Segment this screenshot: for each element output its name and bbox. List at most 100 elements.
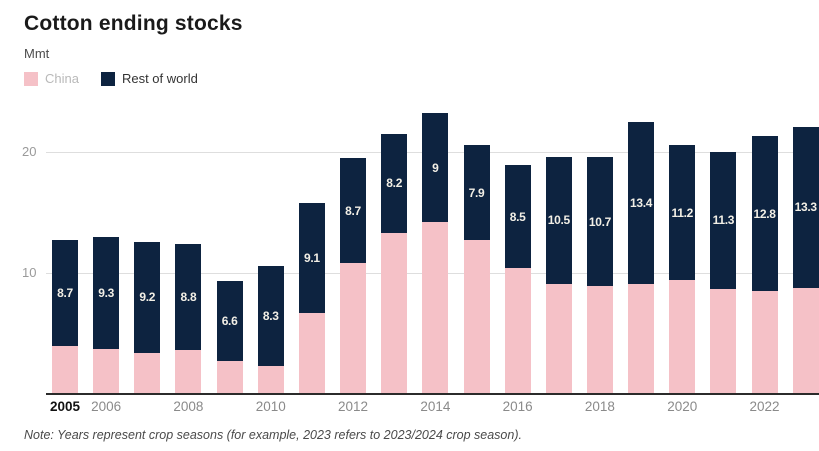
bar-2023-rest-of-world-segment: 13.3 <box>792 126 819 288</box>
bar-2010-value-label: 8.3 <box>262 308 279 323</box>
bar-2019-value-label: 13.4 <box>630 195 653 210</box>
bar-2018-rest-of-world-segment: 10.7 <box>586 156 613 287</box>
x-tick-label-2020: 2020 <box>667 399 698 414</box>
bar-2023-china-segment <box>792 287 819 394</box>
bar-2015-rest-of-world-segment: 7.9 <box>463 144 490 241</box>
bar-2011-china-segment <box>298 312 325 394</box>
bar-2007-rest-of-world-segment: 9.2 <box>134 241 161 353</box>
y-tick-label-10: 10 <box>22 265 37 280</box>
y-axis-unit-label: Mmt <box>24 46 50 61</box>
bar-2009-value-label: 6.6 <box>221 314 238 329</box>
bar-2013-rest-of-world-segment: 8.2 <box>381 133 408 234</box>
bar-2008-china-segment <box>175 350 202 394</box>
page-title: Cotton ending stocks <box>24 12 243 35</box>
bar-2014-rest-of-world-segment: 9 <box>422 113 449 223</box>
x-tick-label-2010: 2010 <box>255 399 286 414</box>
bar-2018-china-segment <box>586 286 613 394</box>
bar-2021-rest-of-world-segment: 11.3 <box>710 152 737 289</box>
bar-2022: 12.8 <box>751 136 778 394</box>
china-swatch-icon <box>24 71 38 86</box>
bar-2019-china-segment <box>628 283 655 394</box>
y-tick-label-20: 20 <box>22 144 37 159</box>
bar-2011-rest-of-world-segment: 9.1 <box>298 202 325 313</box>
bar-2007: 9.2 <box>134 241 161 394</box>
bar-2010-china-segment <box>257 366 284 394</box>
bar-2012: 8.7 <box>340 158 367 394</box>
bar-2006-value-label: 9.3 <box>98 285 115 300</box>
bar-2016-rest-of-world-segment: 8.5 <box>504 165 531 269</box>
bar-2014-china-segment <box>422 222 449 394</box>
bar-2008: 8.8 <box>175 243 202 394</box>
bar-2022-value-label: 12.8 <box>753 206 776 221</box>
bar-2015-china-segment <box>463 240 490 394</box>
bar-2023-value-label: 13.3 <box>794 200 817 215</box>
legend-item-rest-of-world: Rest of world <box>100 71 198 86</box>
bar-2010-rest-of-world-segment: 8.3 <box>257 265 284 367</box>
footnote: Note: Years represent crop seasons (for … <box>24 428 522 442</box>
bar-2011: 9.1 <box>298 202 325 394</box>
bar-2013-value-label: 8.2 <box>386 176 403 191</box>
bar-2021-china-segment <box>710 288 737 394</box>
x-tick-label-2005: 2005 <box>49 399 81 414</box>
x-tick-label-2022: 2022 <box>749 399 780 414</box>
bar-2008-rest-of-world-segment: 8.8 <box>175 243 202 351</box>
bar-2005-rest-of-world-segment: 8.7 <box>52 240 78 346</box>
bar-2005-value-label: 8.7 <box>57 285 73 300</box>
bar-2013-china-segment <box>381 233 408 394</box>
legend-item-china: China <box>24 71 79 86</box>
rest-of-world-swatch-icon <box>100 71 115 86</box>
bar-2021-value-label: 11.3 <box>712 213 735 228</box>
x-tick-label-2016: 2016 <box>502 399 533 414</box>
x-tick-label-2012: 2012 <box>338 399 369 414</box>
x-axis-line <box>46 393 819 395</box>
bar-2019-rest-of-world-segment: 13.4 <box>628 121 655 284</box>
legend-label-rest-of-world: Rest of world <box>121 71 198 86</box>
x-tick-label-2006: 2006 <box>91 399 122 414</box>
bar-2007-value-label: 9.2 <box>139 290 156 305</box>
stacked-bar-chart: 10 20 8.7 9.3 9.2 8.8 6.6 8.3 9.1 8.7 8.2 9 7.9 8.5 10… <box>22 110 819 395</box>
bar-2012-rest-of-world-segment: 8.7 <box>340 158 367 264</box>
bar-2014-value-label: 9 <box>432 160 439 175</box>
bar-2017-value-label: 10.5 <box>547 213 570 228</box>
bar-2013: 8.2 <box>381 133 408 394</box>
bar-2021: 11.3 <box>710 152 737 394</box>
bar-2005: 8.7 <box>52 240 78 394</box>
bar-2020-rest-of-world-segment: 11.2 <box>669 144 696 281</box>
bar-2020-value-label: 11.2 <box>671 205 694 220</box>
bar-2016: 8.5 <box>504 165 531 394</box>
bar-2009: 6.6 <box>216 281 243 394</box>
bar-2022-rest-of-world-segment: 12.8 <box>751 136 778 292</box>
bar-2012-value-label: 8.7 <box>345 203 361 218</box>
bar-2006-china-segment <box>93 349 120 394</box>
bar-2005-china-segment <box>52 345 78 394</box>
bar-2008-value-label: 8.8 <box>180 290 197 305</box>
bar-2015: 7.9 <box>463 144 490 394</box>
x-tick-label-2008: 2008 <box>173 399 204 414</box>
bar-2018-value-label: 10.7 <box>588 214 612 229</box>
bar-2012-china-segment <box>340 263 367 394</box>
bar-2016-value-label: 8.5 <box>509 209 526 224</box>
bar-2007-china-segment <box>134 352 161 394</box>
bar-2023: 13.3 <box>792 126 819 394</box>
bar-2017-china-segment <box>545 283 572 394</box>
bar-2009-rest-of-world-segment: 6.6 <box>216 281 243 362</box>
bar-2018: 10.7 <box>586 156 613 394</box>
bar-2011-value-label: 9.1 <box>303 250 320 265</box>
bar-2009-china-segment <box>216 361 243 394</box>
bar-2020-china-segment <box>669 280 696 394</box>
bar-2014: 9 <box>422 113 449 394</box>
bar-2016-china-segment <box>504 268 531 394</box>
bar-2015-value-label: 7.9 <box>468 185 485 200</box>
legend-label-china: China <box>45 71 79 86</box>
bar-2017: 10.5 <box>545 156 572 394</box>
x-axis-labels: 2005 2006 2008 2010 2012 2014 2016 2018 2020 2022 <box>46 399 819 417</box>
bar-2006: 9.3 <box>93 236 120 394</box>
bar-2020: 11.2 <box>669 144 696 394</box>
legend: China Rest of world <box>24 71 198 86</box>
bar-2022-china-segment <box>751 291 778 394</box>
bar-2019: 13.4 <box>628 121 655 394</box>
bar-2017-rest-of-world-segment: 10.5 <box>545 156 572 284</box>
bar-2006-rest-of-world-segment: 9.3 <box>93 236 120 350</box>
x-tick-label-2018: 2018 <box>584 399 615 414</box>
x-tick-label-2014: 2014 <box>420 399 451 414</box>
